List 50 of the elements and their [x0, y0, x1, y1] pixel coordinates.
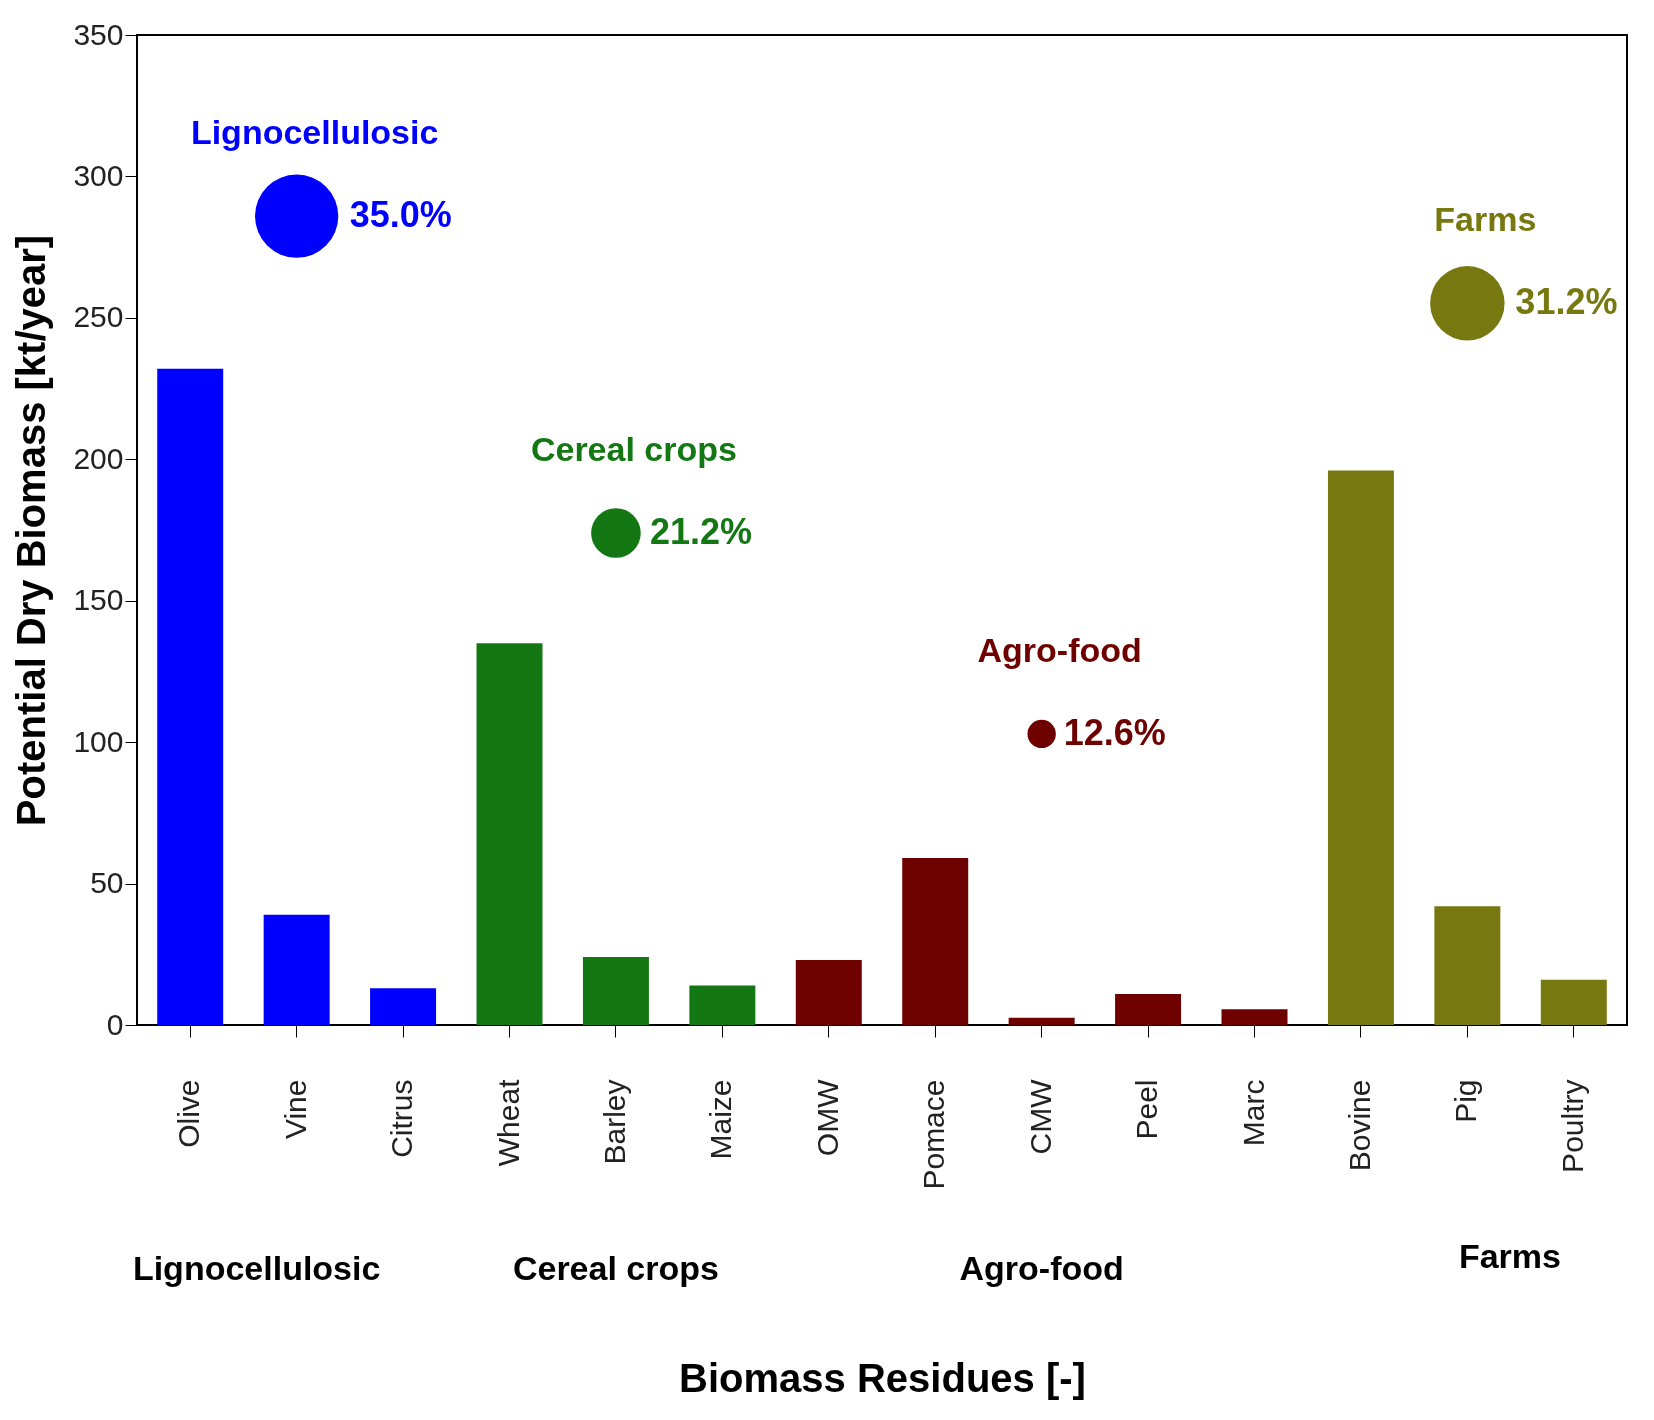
x-axis-title: Biomass Residues [-]: [679, 1355, 1086, 1400]
bar: [582, 957, 649, 1025]
text: Agro-food: [959, 1249, 1124, 1287]
x-tick-label: Bovine: [1342, 1079, 1376, 1172]
x-tick-label: Pomace: [917, 1079, 951, 1190]
x-tick-label: Olive: [172, 1079, 206, 1148]
y-tick-label: 150: [73, 583, 124, 617]
bar: [689, 985, 756, 1025]
bar: [1434, 906, 1501, 1025]
y-tick-label: 100: [73, 724, 124, 758]
bar: [1115, 993, 1182, 1025]
bar: [1540, 979, 1607, 1025]
y-axis-title: Potential Dry Biomass [kt/year]: [9, 234, 54, 827]
x-tick-label: Poultry: [1555, 1079, 1589, 1173]
annotation: 35.0%: [349, 194, 452, 236]
x-tick-label: Barley: [597, 1079, 631, 1165]
y-tick-label: 200: [73, 441, 124, 475]
annotation: Cereal crops: [530, 429, 737, 468]
bar: [1008, 1017, 1075, 1025]
annotation: Lignocellulosic: [190, 113, 439, 152]
bar: [1327, 470, 1394, 1025]
x-tick-label: OMW: [810, 1078, 844, 1157]
x-tick-label: Pig: [1449, 1079, 1483, 1123]
annotation: Agro-food: [977, 630, 1142, 669]
bar: [263, 914, 330, 1025]
y-tick-label: 250: [73, 300, 124, 334]
x-tick-label: CMW: [1023, 1078, 1057, 1155]
bar: [370, 988, 437, 1025]
text: Lignocellulosic: [132, 1249, 381, 1287]
annotation: 21.2%: [649, 510, 753, 552]
x-tick-label: Vine: [278, 1079, 312, 1140]
bar: [157, 368, 224, 1025]
y-tick-label: 350: [73, 17, 124, 51]
annotation: 31.2%: [1515, 281, 1618, 323]
y-tick-label: 0: [106, 1007, 124, 1041]
y-tick-label: 50: [90, 866, 124, 900]
text: Cereal crops: [512, 1249, 719, 1287]
bar: [476, 643, 543, 1025]
x-tick-label: Peel: [1130, 1079, 1164, 1140]
x-tick-label: Maize: [704, 1079, 738, 1160]
x-tick-label: Marc: [1236, 1079, 1270, 1147]
bar: [795, 959, 862, 1025]
bar: [1221, 1009, 1288, 1025]
bar: [902, 858, 969, 1025]
annotation: Farms: [1434, 200, 1537, 239]
x-tick-label: Wheat: [491, 1078, 525, 1167]
text: Farms: [1458, 1237, 1561, 1275]
annotation: 12.6%: [1063, 711, 1166, 753]
x-tick-label: Citrus: [385, 1079, 419, 1158]
y-tick-label: 300: [73, 158, 124, 192]
